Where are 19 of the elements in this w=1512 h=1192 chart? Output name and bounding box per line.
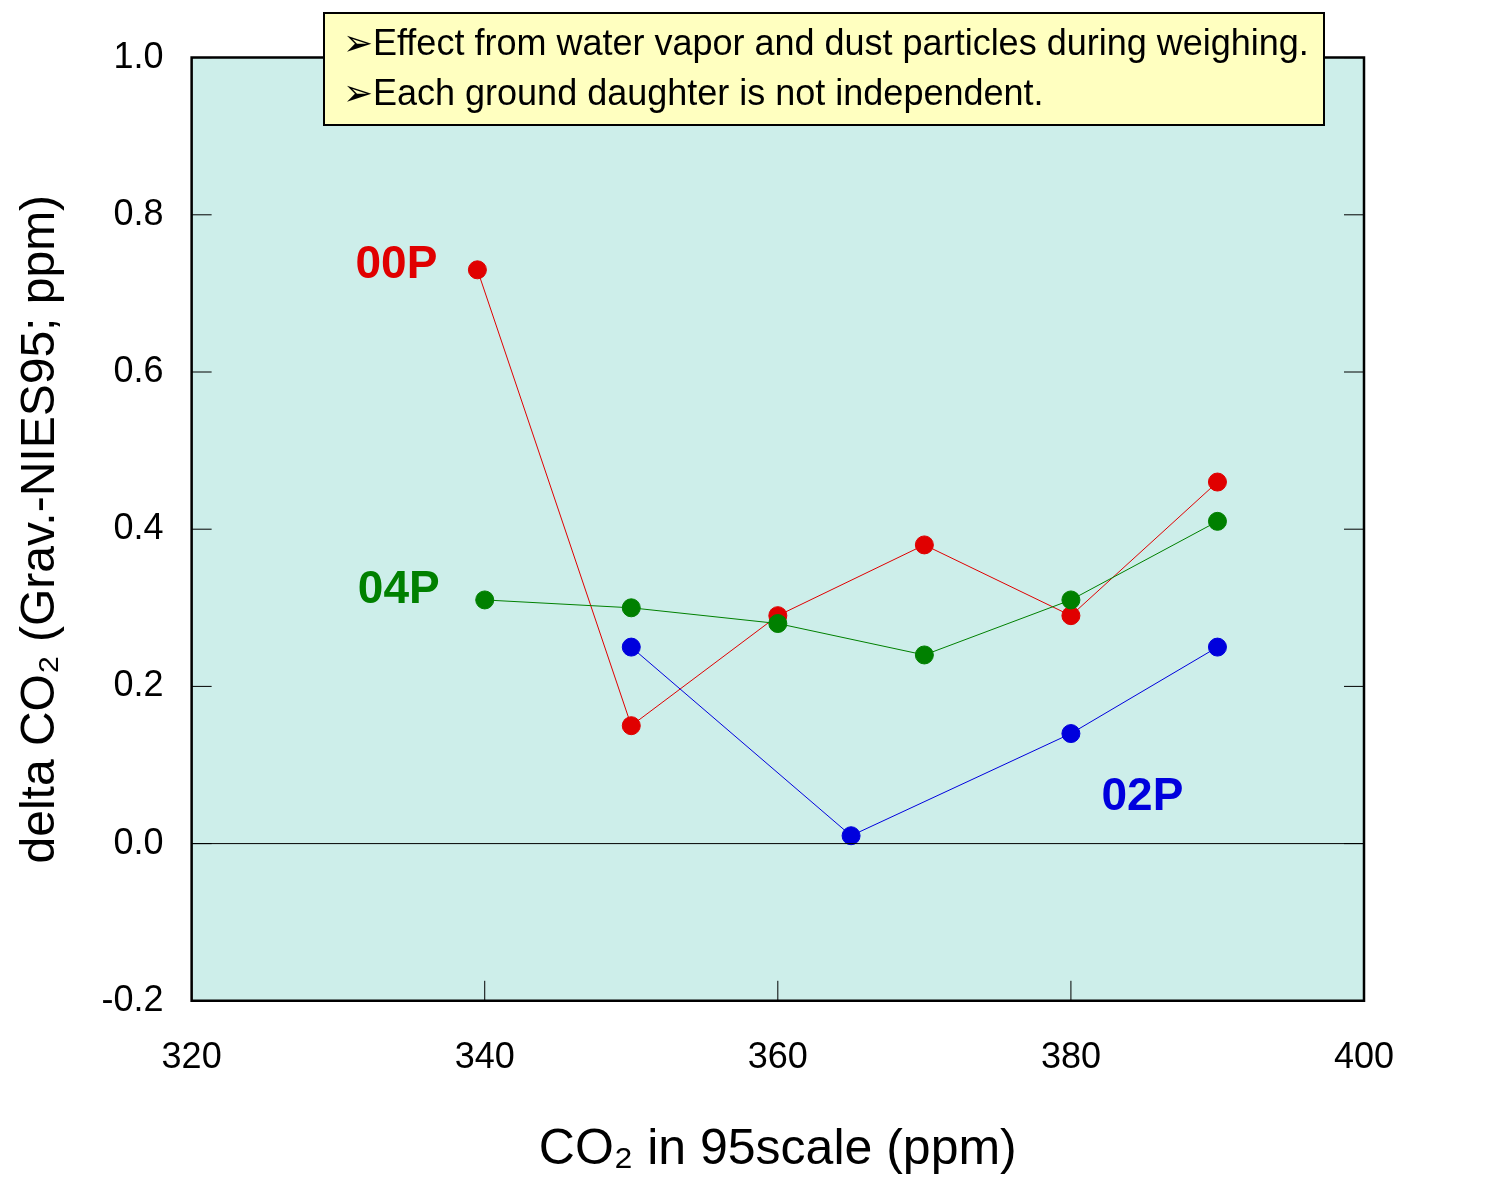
- x-tick-label: 360: [747, 1035, 808, 1077]
- x-tick-label: 380: [1040, 1035, 1101, 1077]
- y-tick-label: 0.2: [113, 663, 164, 705]
- x-tick-label: 340: [454, 1035, 515, 1077]
- y-tick-label: 0.4: [113, 506, 164, 548]
- y-tick-label: 0.6: [113, 348, 164, 390]
- x-tick-label: 400: [1333, 1035, 1395, 1077]
- x-tick-label: 320: [161, 1035, 222, 1077]
- y-axis-title: delta CO₂ (Grav.-NIES95; ppm): [11, 194, 65, 864]
- series-label: 00P: [355, 235, 438, 288]
- annotation: ➢Effect from water vapor and dust particles during weighing.: [343, 21, 1309, 65]
- annotation: ➢Each ground daughter is not independent.: [343, 71, 1045, 115]
- y-tick-label: 1.0: [113, 34, 164, 76]
- x-axis-title: CO₂ in 95scale (ppm): [538, 1118, 1017, 1175]
- series-label: 04P: [357, 560, 440, 613]
- y-tick-label: -0.2: [101, 977, 164, 1019]
- y-tick-label: 0.8: [113, 191, 164, 233]
- series-label: 02P: [1101, 767, 1184, 820]
- y-tick-label: 0.0: [113, 820, 164, 862]
